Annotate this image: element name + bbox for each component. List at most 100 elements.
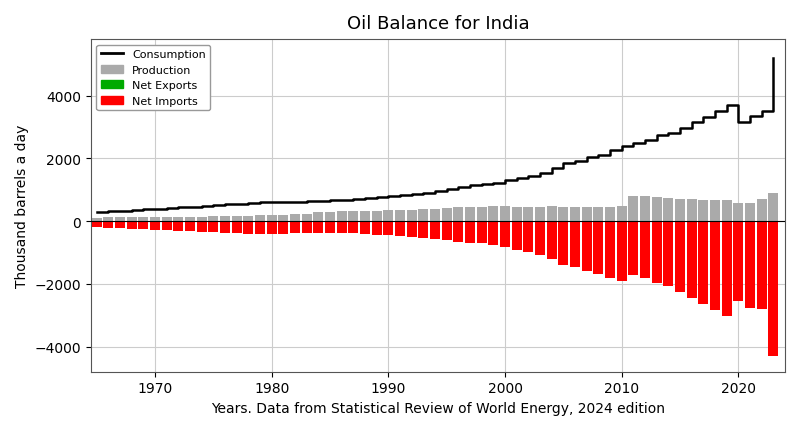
Bar [103, 221, 114, 228]
Bar [406, 210, 417, 221]
Bar [617, 221, 626, 281]
Bar [115, 218, 125, 221]
Bar [197, 221, 206, 233]
Bar [454, 221, 463, 242]
Bar [698, 200, 708, 221]
Bar [197, 217, 206, 221]
Bar [290, 221, 300, 234]
X-axis label: Years. Data from Statistical Review of World Energy, 2024 edition: Years. Data from Statistical Review of W… [211, 401, 665, 415]
Bar [768, 221, 778, 356]
Bar [546, 207, 557, 221]
Bar [138, 218, 148, 221]
Bar [652, 221, 662, 283]
Bar [535, 207, 545, 221]
Bar [663, 198, 674, 221]
Bar [162, 221, 172, 230]
Bar [115, 221, 125, 228]
Bar [138, 221, 148, 230]
Bar [675, 221, 685, 292]
Bar [477, 207, 486, 221]
Bar [523, 221, 534, 253]
Bar [523, 207, 534, 221]
Bar [103, 218, 114, 221]
Bar [418, 221, 428, 238]
Bar [757, 200, 766, 221]
Bar [582, 221, 592, 272]
Bar [278, 221, 288, 234]
Bar [628, 221, 638, 275]
Bar [243, 221, 254, 234]
Bar [209, 217, 218, 221]
Bar [92, 221, 102, 227]
Bar [594, 208, 603, 221]
Bar [570, 221, 580, 267]
Y-axis label: Thousand barrels a day: Thousand barrels a day [15, 124, 29, 287]
Bar [349, 221, 358, 233]
Bar [710, 221, 720, 310]
Bar [162, 218, 172, 221]
Bar [325, 212, 335, 221]
Bar [255, 216, 265, 221]
Bar [546, 221, 557, 260]
Bar [617, 207, 626, 221]
Bar [360, 211, 370, 221]
Bar [406, 221, 417, 237]
Bar [185, 217, 195, 221]
Bar [232, 221, 242, 233]
Bar [325, 221, 335, 233]
Bar [722, 221, 732, 316]
Bar [290, 215, 300, 221]
Bar [150, 218, 160, 221]
Bar [430, 221, 440, 239]
Bar [430, 209, 440, 221]
Bar [512, 207, 522, 221]
Bar [628, 197, 638, 221]
Bar [442, 209, 452, 221]
Bar [640, 197, 650, 221]
Bar [500, 221, 510, 248]
Bar [209, 221, 218, 233]
Bar [372, 212, 382, 221]
Bar [418, 210, 428, 221]
Bar [605, 207, 615, 221]
Bar [489, 221, 498, 245]
Bar [255, 221, 265, 234]
Bar [243, 216, 254, 221]
Bar [395, 210, 405, 221]
Bar [640, 221, 650, 278]
Bar [500, 207, 510, 221]
Bar [232, 216, 242, 221]
Bar [663, 221, 674, 286]
Bar [535, 221, 545, 255]
Bar [512, 221, 522, 250]
Bar [489, 207, 498, 221]
Bar [337, 221, 346, 233]
Bar [477, 221, 486, 244]
Bar [126, 218, 137, 221]
Bar [266, 215, 277, 221]
Bar [570, 207, 580, 221]
Bar [174, 218, 183, 221]
Bar [314, 221, 323, 233]
Bar [745, 203, 755, 221]
Bar [126, 221, 137, 229]
Bar [686, 200, 697, 221]
Bar [395, 221, 405, 237]
Bar [686, 221, 697, 298]
Bar [722, 201, 732, 221]
Bar [710, 201, 720, 221]
Bar [558, 207, 568, 221]
Bar [220, 221, 230, 233]
Bar [558, 221, 568, 265]
Bar [605, 221, 615, 278]
Bar [92, 218, 102, 221]
Bar [150, 221, 160, 230]
Bar [174, 221, 183, 231]
Bar [745, 221, 755, 308]
Bar [220, 217, 230, 221]
Bar [372, 221, 382, 236]
Bar [383, 221, 394, 236]
Bar [442, 221, 452, 240]
Bar [675, 199, 685, 221]
Bar [734, 221, 743, 302]
